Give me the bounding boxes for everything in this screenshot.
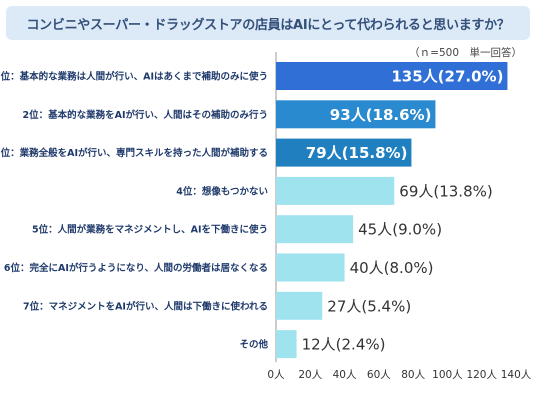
value-label-4: 69人(13.8%) xyxy=(399,182,492,200)
x-tick-label-0: 0人 xyxy=(267,369,285,381)
chart-title: コンビニやスーパー・ドラッグストアの店員はAIにとって代わられると思いますか？ xyxy=(26,17,510,33)
bar-1 xyxy=(276,62,508,90)
x-tick-label-3: 60人 xyxy=(367,369,391,381)
x-tick-label-5: 100人 xyxy=(432,369,463,381)
value-label-5: 45人(9.0%) xyxy=(358,221,442,239)
bar-2 xyxy=(276,100,436,129)
x-tick-label-6: 120人 xyxy=(466,369,497,381)
category-label-6: 6位：完全にAIが行うようになり、人間の労働者は居なくなる xyxy=(4,262,268,274)
value-label-1: 135人(27.0%) xyxy=(391,68,503,86)
bar-6 xyxy=(276,253,345,282)
value-label-6: 40人(8.0%) xyxy=(350,259,434,277)
category-label-3: 3位：業務全般をAIが行い、専門スキルを持った人間が補助する xyxy=(0,147,268,159)
category-label-4: 4位：想像もつかない xyxy=(176,185,268,197)
x-tick-label-2: 40人 xyxy=(333,369,357,381)
category-label-5: 5位：人間が業務をマネジメントし、AIを下働きに使う xyxy=(32,224,268,236)
x-tick-label-7: 140人 xyxy=(501,369,532,381)
bar-3 xyxy=(276,138,412,167)
value-label-8: 12人(2.4%) xyxy=(302,336,386,354)
sample-note: （ｎ=500 単一回答） xyxy=(409,47,522,59)
bar-5 xyxy=(276,215,354,244)
x-tick-label-1: 20人 xyxy=(298,369,322,381)
category-label-1: 1位：基本的な業務は人間が行い、AIはあくまで補助のみに使う xyxy=(0,71,268,83)
value-label-2: 93人(18.6%) xyxy=(330,106,432,124)
category-label-2: 2位：基本的な業務をAIが行い、人間はその補助のみ行う xyxy=(23,109,269,121)
chart-title-banner: コンビニやスーパー・ドラッグストアの店員はAIにとって代わられると思いますか？ xyxy=(6,6,530,40)
bar-8 xyxy=(276,330,297,359)
category-label-7: 7位：マネジメントをAIが行い、人間は下働きに使われる xyxy=(23,300,268,312)
value-label-7: 27人(5.4%) xyxy=(327,297,411,315)
x-tick-label-4: 80人 xyxy=(401,369,425,381)
bar-7 xyxy=(276,291,323,320)
bar-4 xyxy=(276,176,395,205)
category-label-8: その他 xyxy=(239,339,268,351)
value-label-3: 79人(15.8%) xyxy=(306,144,408,162)
